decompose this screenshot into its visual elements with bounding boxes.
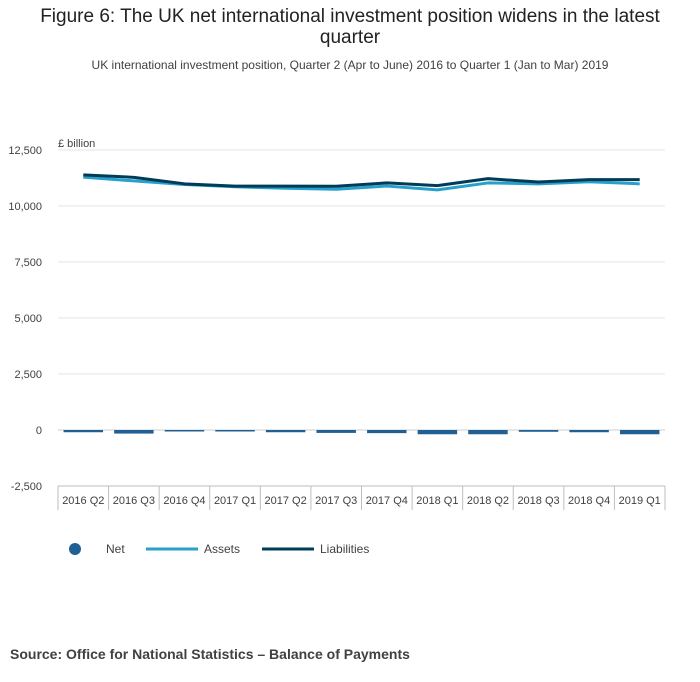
net-bar: [114, 430, 154, 434]
y-tick-label: 10,000: [8, 201, 42, 213]
y-tick-label: 7,500: [14, 257, 42, 269]
x-tick-label: 2016 Q2: [62, 495, 104, 507]
net-bar: [518, 430, 559, 432]
gridlines: [58, 149, 665, 487]
x-tick-label: 2018 Q1: [416, 495, 458, 507]
y-axis: 12,500 10,000 7,500 5,000 2,500 0 -2,500: [8, 145, 42, 493]
legend-net-marker: [69, 543, 81, 555]
net-bar: [316, 430, 356, 433]
x-tick-label: 2016 Q4: [163, 495, 205, 507]
legend-liabilities-label: Liabilities: [320, 542, 369, 556]
legend-net-label: Net: [106, 542, 125, 556]
net-bar: [417, 430, 458, 435]
x-tick-label: 2018 Q2: [467, 495, 509, 507]
chart-title: Figure 6: The UK net international inves…: [40, 6, 660, 48]
y-tick-label: -2,500: [11, 481, 42, 493]
x-tick-label: 2017 Q3: [315, 495, 357, 507]
net-bar: [367, 430, 407, 434]
legend-assets-label: Assets: [204, 542, 240, 556]
y-tick-label: 0: [36, 425, 42, 437]
legend: Net Assets Liabilities: [69, 542, 369, 556]
net-bar: [468, 430, 508, 435]
x-tick-label: 2019 Q1: [619, 495, 661, 507]
net-bar: [215, 430, 255, 432]
net-bar: [619, 430, 660, 435]
net-bar: [265, 430, 306, 433]
x-axis: 2016 Q2 2016 Q3 2016 Q4 2017 Q1 2017 Q2 2017 …: [57, 485, 666, 510]
x-tick-label: 2017 Q2: [265, 495, 307, 507]
y-tick-label: 2,500: [14, 369, 42, 381]
net-bar: [164, 430, 205, 432]
series-lines: [83, 173, 640, 192]
y-tick-label: 12,500: [8, 145, 42, 157]
chart-subtitle: UK international investment position, Qu…: [91, 58, 609, 72]
y-tick-label: 5,000: [14, 313, 42, 325]
x-tick-label: 2018 Q3: [517, 495, 559, 507]
net-bars: [63, 430, 660, 435]
net-bar: [569, 430, 609, 433]
chart-area: 12,500 10,000 7,500 5,000 2,500 0 -2,500 £ bil…: [8, 138, 666, 556]
liabilities-line: [83, 173, 640, 188]
x-tick-label: 2016 Q3: [113, 495, 155, 507]
net-bar: [63, 430, 104, 433]
y-axis-unit-label: £ billion: [58, 138, 95, 150]
source-note: Source: Office for National Statistics –…: [10, 646, 410, 662]
x-tick-label: 2017 Q4: [366, 495, 408, 507]
x-tick-label: 2018 Q4: [568, 495, 610, 507]
x-tick-label: 2017 Q1: [214, 495, 256, 507]
